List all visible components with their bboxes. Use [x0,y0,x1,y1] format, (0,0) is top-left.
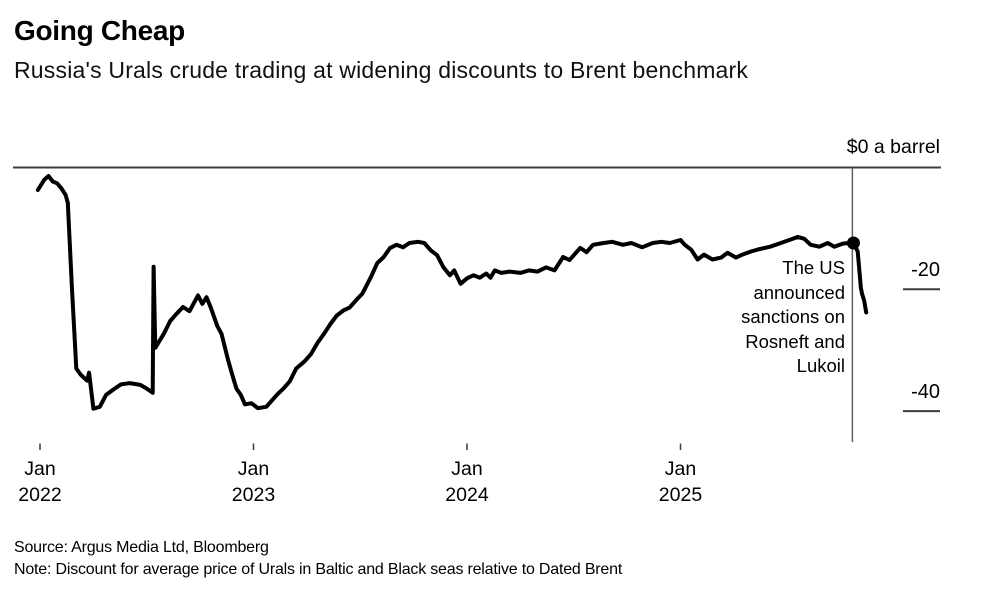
axis-layer [13,166,941,450]
y-axis-tick-label: -20 [911,259,940,282]
chart-title: Going Cheap [14,15,185,46]
y-axis-tick-label: -40 [911,381,940,404]
source-text: Source: Argus Media Ltd, Bloomberg [14,539,269,556]
chart-subtitle: Russia's Urals crude trading at widening… [14,57,749,83]
x-axis-tick-label: Jan 2022 [18,458,62,506]
urals-discount-series-line [35,174,869,411]
x-axis-tick-label: Jan 2024 [445,458,489,506]
sanctions-event-marker-dot [846,236,860,250]
sanctions-annotation-text: The US announced sanctions on Rosneft an… [741,257,845,376]
x-axis-tick-label: Jan 2025 [658,458,703,506]
y-axis-top-label: $0 a barrel [846,136,940,158]
x-axis-tick-label: Jan 2023 [231,458,276,506]
note-text: Note: Discount for average price of Ural… [14,561,623,578]
